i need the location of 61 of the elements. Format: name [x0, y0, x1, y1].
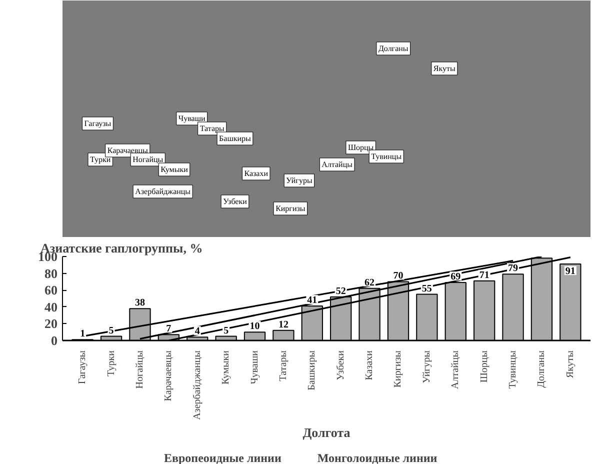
x-tick-label: Турки: [106, 350, 117, 376]
data-label: 62: [364, 277, 375, 288]
x-tick-label: Кумыки: [220, 350, 232, 385]
x-tick-label: Киргизы: [392, 350, 404, 388]
text: Тувинцы: [371, 152, 402, 161]
x-tick-label: Уйгуры: [421, 350, 432, 384]
text: Чуваши: [178, 114, 206, 123]
data-label: 4: [194, 326, 200, 338]
data-label: 55: [422, 283, 432, 294]
text: Татары: [200, 124, 225, 133]
x-tick-label: Азербайджанцы: [192, 350, 203, 420]
text: Шорцы: [348, 143, 374, 152]
data-label: 52: [336, 286, 346, 297]
text: Долганы: [378, 44, 409, 53]
x-tick-label: Ногайцы: [134, 350, 146, 389]
text: Якуты: [433, 64, 456, 73]
x-tick-label: Узбеки: [335, 350, 346, 380]
data-label: 38: [134, 298, 145, 309]
x-tick-label: Шорцы: [478, 350, 490, 383]
text: Ногайцы: [132, 155, 164, 164]
x-axis-title: Долгота: [302, 424, 351, 440]
y-tick-label: 20: [44, 316, 58, 332]
y-tick-label: 0: [51, 333, 58, 348]
text: Башкиры: [219, 134, 252, 143]
x-tick-label: Тувинцы: [508, 350, 519, 389]
data-label: 69: [450, 272, 461, 283]
y-tick-label: 60: [44, 282, 58, 298]
x-tick-label: Башкиры: [306, 350, 318, 390]
x-tick-label: Карачаевцы: [163, 350, 174, 402]
text: Монголоидные линии: [317, 450, 438, 464]
data-label: 5: [224, 325, 229, 336]
text: Гагаузы: [84, 119, 112, 128]
data-label: 70: [393, 270, 404, 282]
x-tick-label: Алтайцы: [450, 350, 462, 390]
text: Узбеки: [223, 197, 248, 206]
y-tick-label: 80: [44, 266, 58, 281]
data-label: 71: [479, 270, 490, 281]
x-tick-label: Татары: [278, 350, 289, 382]
x-tick-label: Гагаузы: [77, 350, 88, 384]
text: Турки: [90, 155, 112, 164]
x-tick-label: Чуваши: [249, 350, 260, 384]
text: Алтайцы: [322, 160, 354, 169]
data-label: 5: [108, 325, 114, 336]
text: Казахи: [244, 169, 269, 178]
data-label: 10: [250, 321, 260, 332]
x-tick-label: Долганы: [536, 350, 548, 388]
data-label: 1: [80, 328, 86, 340]
text: Киргизы: [276, 204, 306, 213]
data-label: 79: [508, 263, 518, 274]
text: Карачаевцы: [107, 146, 149, 155]
text: Европеоидные линии: [164, 450, 282, 464]
x-tick-label: Якуты: [564, 350, 576, 378]
data-label: 91: [565, 266, 576, 278]
text: Кумыки: [160, 165, 189, 174]
data-label: 7: [166, 324, 172, 335]
text: Азербайджанцы: [135, 187, 192, 196]
text: Уйгуры: [286, 176, 313, 185]
x-tick-label: Казахи: [364, 350, 376, 380]
data-label: 41: [307, 295, 318, 306]
y-tick-label: 40: [44, 299, 58, 314]
data-label: 12: [278, 319, 288, 330]
